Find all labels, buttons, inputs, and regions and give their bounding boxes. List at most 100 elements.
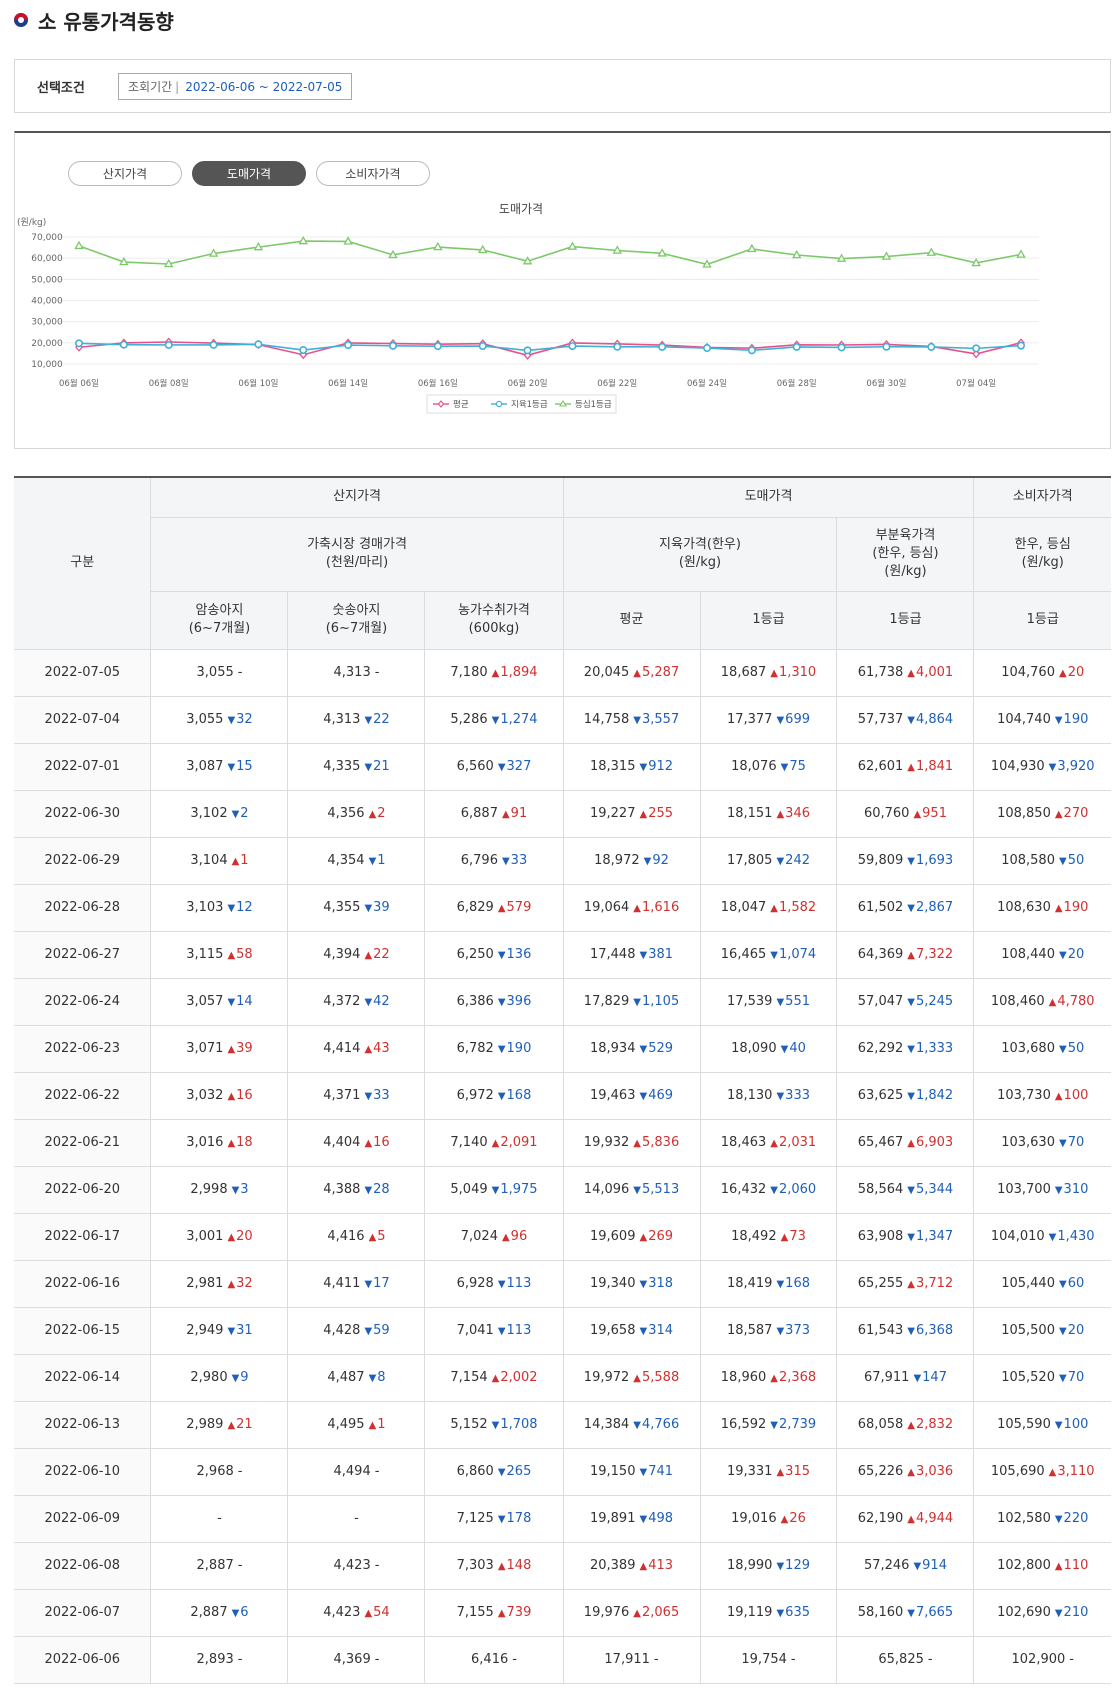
data-point <box>478 342 487 351</box>
down-triangle-icon: ▼ <box>913 1373 922 1384</box>
table-row: 2022-06-13 2,989 ▲21 4,495 ▲1 5,152 ▼1,708 14,3… <box>14 1400 1111 1449</box>
cell-value: 20,045 <box>583 665 630 680</box>
col-header-1: 숫송아지 (6~7개월) <box>287 590 426 650</box>
cell-change: ▼20 <box>1058 1323 1085 1338</box>
down-triangle-icon: ▼ <box>364 997 373 1008</box>
col-header-6: 1등급 <box>973 590 1111 650</box>
down-triangle-icon: ▼ <box>497 1514 506 1525</box>
table-cell: 102,900- <box>973 1635 1111 1684</box>
cell-value: 19,932 <box>583 1135 630 1150</box>
cell-change: ▼113 <box>497 1276 532 1291</box>
down-triangle-icon: ▼ <box>633 715 641 726</box>
down-triangle-icon: ▼ <box>491 1185 500 1196</box>
table-cell: 18,463 ▲2,031 <box>699 1118 838 1167</box>
cell-value: 18,130 <box>726 1088 773 1103</box>
y-tick-label: 70,000 <box>31 233 63 243</box>
cell-change: ▼31 <box>227 1323 253 1338</box>
down-triangle-icon: ▼ <box>643 856 652 867</box>
table-cell: 105,500 ▼20 <box>973 1306 1111 1355</box>
row-date: 2022-06-10 <box>14 1447 152 1496</box>
cell-change: ▲5 <box>368 1229 386 1244</box>
cell-change: ▼396 <box>497 994 532 1009</box>
cell-change: ▼190 <box>1054 712 1089 727</box>
up-triangle-icon: ▲ <box>780 1514 789 1525</box>
data-point <box>836 253 847 262</box>
up-triangle-icon: ▲ <box>231 856 240 867</box>
cell-change: ▲255 <box>639 806 674 821</box>
tab-domae[interactable]: 도매가격 <box>192 161 306 186</box>
subhead-cut: 부분육가격 (한우, 등심) (원/kg) <box>836 516 975 592</box>
period-field[interactable]: 조회기간 | 2022-06-06 ~ 2022-07-05 <box>118 73 353 100</box>
table-cell: 14,758 ▼3,557 <box>562 695 701 744</box>
cell-value: 62,601 <box>857 759 904 774</box>
data-point <box>612 245 622 254</box>
down-triangle-icon: ▼ <box>770 950 778 961</box>
series-line-2 <box>78 240 1022 266</box>
cell-change: ▼50 <box>1058 853 1085 868</box>
cell-change: ▼220 <box>1054 1511 1089 1526</box>
cell-change: ▼1 <box>368 853 386 868</box>
cell-change: ▲4,944 <box>907 1511 954 1526</box>
cell-change: ▲579 <box>497 900 532 915</box>
cell-value: 4,388 <box>323 1182 361 1197</box>
table-cell: 18,492 ▲73 <box>699 1212 838 1261</box>
data-point <box>702 259 712 268</box>
cell-value: 58,160 <box>857 1605 904 1620</box>
down-triangle-icon: ▼ <box>364 715 373 726</box>
down-triangle-icon: ▼ <box>491 715 500 726</box>
cell-value: 14,758 <box>583 712 630 727</box>
cell-value: 7,155 <box>456 1605 494 1620</box>
cell-change: ▼20 <box>1058 947 1085 962</box>
cell-change: ▼129 <box>776 1558 810 1573</box>
cell-change: ▼3 <box>231 1182 249 1197</box>
tab-sanji[interactable]: 산지가격 <box>68 161 182 186</box>
cell-change: ▲32 <box>227 1276 253 1291</box>
table-cell: 65,255 ▲3,712 <box>836 1259 975 1308</box>
down-triangle-icon: ▼ <box>368 856 377 867</box>
table-cell: 19,972 ▲5,588 <box>562 1353 701 1402</box>
cell-change: ▼6,368 <box>907 1323 954 1338</box>
table-cell: 4,313- <box>287 648 426 697</box>
col-header-3: 평균 <box>562 590 701 650</box>
cell-change: ▲1 <box>368 1417 386 1432</box>
table-cell: 17,539 ▼551 <box>699 977 838 1026</box>
down-triangle-icon: ▼ <box>497 1467 506 1478</box>
cell-change: - <box>237 1558 243 1573</box>
table-cell: 4,494- <box>287 1447 426 1496</box>
down-triangle-icon: ▼ <box>1058 1138 1067 1149</box>
down-triangle-icon: ▼ <box>776 1561 785 1572</box>
up-triangle-icon: ▲ <box>364 950 373 961</box>
table-cell: 18,047 ▲1,582 <box>699 883 838 932</box>
table-cell: 18,587 ▼373 <box>699 1306 838 1355</box>
table-cell: 3,102 ▼2 <box>150 789 289 838</box>
cell-value: 102,580 <box>997 1511 1051 1526</box>
down-triangle-icon: ▼ <box>907 1185 915 1196</box>
data-point <box>702 344 711 353</box>
table-cell: 65,467 ▲6,903 <box>836 1118 975 1167</box>
cell-value: 7,303 <box>456 1558 494 1573</box>
cell-value: 103,730 <box>997 1088 1051 1103</box>
down-triangle-icon: ▼ <box>913 1561 922 1572</box>
cell-value: 3,016 <box>186 1135 224 1150</box>
table-cell: 18,687 ▲1,310 <box>699 648 838 697</box>
data-point <box>568 342 577 351</box>
cell-change: - <box>374 1464 380 1479</box>
table-cell: 20,389 ▲413 <box>562 1541 701 1590</box>
up-triangle-icon: ▲ <box>491 1138 500 1149</box>
cell-value: 58,564 <box>857 1182 904 1197</box>
cell-value: 105,590 <box>997 1417 1051 1432</box>
cell-value: 105,500 <box>1001 1323 1055 1338</box>
cell-change: ▲4,780 <box>1048 994 1095 1009</box>
row-date: 2022-06-08 <box>14 1541 152 1590</box>
x-tick-label: 07월 04일 <box>956 378 996 389</box>
down-triangle-icon: ▼ <box>776 856 785 867</box>
cell-change: ▼5,245 <box>907 994 954 1009</box>
cell-value: 19,227 <box>589 806 636 821</box>
table-row: 2022-06-08 2,887-4,423-7,303 ▲148 20,389 ▲41… <box>14 1541 1111 1590</box>
down-triangle-icon: ▼ <box>231 1185 240 1196</box>
cell-value: 68,058 <box>857 1417 904 1432</box>
cell-change: ▼699 <box>776 712 810 727</box>
up-triangle-icon: ▲ <box>633 1138 641 1149</box>
up-triangle-icon: ▲ <box>639 1561 648 1572</box>
tab-consumer[interactable]: 소비자가격 <box>316 161 430 186</box>
